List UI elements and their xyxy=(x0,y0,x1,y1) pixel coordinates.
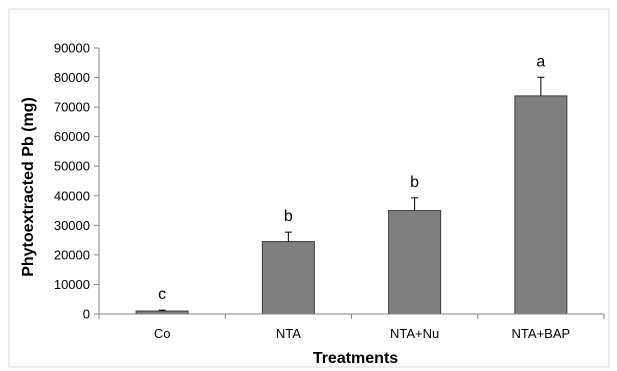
x-category-label: NTA+Nu xyxy=(390,326,439,341)
y-tick-label: 90000 xyxy=(54,41,90,56)
y-axis-title: Phytoextracted Pb (mg) xyxy=(20,97,37,277)
y-axis-ticks: 0 10000 20000 30000 40000 50000 60000 70000 8000… xyxy=(54,41,99,322)
significance-letter: b xyxy=(284,208,293,225)
bar-nta-nu xyxy=(388,210,442,315)
bar-nta xyxy=(261,241,315,315)
significance-letter: b xyxy=(410,174,419,191)
x-category-label: Co xyxy=(154,326,171,341)
x-category-label: NTA+BAP xyxy=(512,326,571,341)
y-tick-label: 10000 xyxy=(54,277,90,292)
x-category-label: NTA xyxy=(276,326,301,341)
y-tick-label: 40000 xyxy=(54,188,90,203)
y-tick-label: 60000 xyxy=(54,129,90,144)
y-tick-label: 50000 xyxy=(54,159,90,174)
y-tick-label: 70000 xyxy=(54,100,90,115)
y-tick-label: 20000 xyxy=(54,247,90,262)
significance-letter: c xyxy=(158,286,166,303)
x-axis-title: Treatments xyxy=(313,350,398,367)
x-axis-labels: Co NTA NTA+Nu NTA+BAP xyxy=(98,314,605,341)
bar-nta-bap xyxy=(514,95,568,315)
y-tick-label: 30000 xyxy=(54,218,90,233)
y-tick-label: 0 xyxy=(83,307,90,322)
significance-letter: a xyxy=(536,53,545,70)
y-tick-label: 80000 xyxy=(54,70,90,85)
